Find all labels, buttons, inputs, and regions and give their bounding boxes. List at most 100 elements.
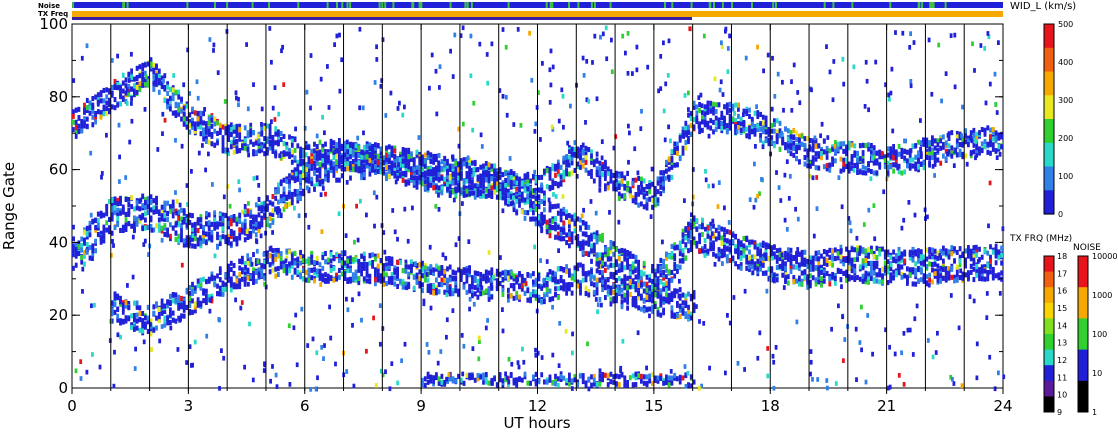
data-cell [767,276,771,282]
data-cell [218,266,222,272]
data-cell [279,154,283,160]
data-cell [468,176,471,182]
data-cell [717,252,721,258]
data-cell [213,121,217,127]
data-cell [493,189,496,195]
data-cell [235,275,239,281]
data-cell [246,234,250,240]
data-cell [809,266,812,272]
data-cell [448,163,452,169]
data-cell [160,81,164,87]
data-cell [155,301,158,307]
data-cell [207,212,211,218]
data-cell [667,157,671,163]
data-cell [160,225,164,231]
data-cell [196,278,200,284]
data-cell [570,234,574,240]
data-cell [573,221,577,227]
data-cell [271,267,275,273]
data-cell [845,144,848,150]
data-cell [809,273,812,279]
data-cell [285,268,289,274]
data-cell [213,275,217,281]
data-cell [335,153,338,159]
data-cell [670,254,674,260]
data-cell [80,119,84,125]
data-cell [257,205,261,211]
data-cell [933,151,937,157]
data-cell [964,248,967,254]
data-cell [368,153,372,159]
data-cell [260,272,264,278]
data-cell [997,132,1001,138]
data-cell [426,185,430,191]
data-cell [947,149,951,155]
data-cell [897,144,901,150]
data-cell [709,125,713,131]
data-cell [775,277,779,283]
data-cell [750,129,754,135]
noise-status-bar [72,2,1003,8]
data-cell [764,270,768,276]
data-cell [116,197,120,203]
data-cell [925,274,929,280]
data-cell [277,212,280,218]
data-cell [166,231,169,237]
data-cell [554,221,557,227]
data-cell [545,229,549,235]
data-cell [678,240,682,246]
data-cell [252,271,255,277]
data-cell [191,213,194,219]
data-cell [728,107,732,113]
data-cell [271,219,275,225]
data-cell [964,272,967,278]
data-cell [701,232,704,238]
data-cell [637,202,640,208]
data-cell [570,170,574,176]
data-cell [313,186,316,192]
data-cell [216,244,219,250]
data-cell [435,157,438,163]
data-cell [290,169,294,175]
data-cell [809,262,812,268]
data-cell [213,116,217,122]
data-cell [839,257,843,263]
data-cell [174,101,178,107]
data-cell [144,196,147,202]
data-cell [188,240,192,246]
data-cell [288,151,291,157]
data-cell [576,150,580,156]
data-cell [249,213,253,219]
data-cell [133,228,136,234]
data-cell [360,172,363,178]
data-cell [800,270,804,276]
data-cell [263,275,266,281]
data-cell [662,269,665,275]
data-cell [942,153,945,159]
data-cell [814,281,818,287]
data-cell [659,288,663,294]
data-cell [152,310,156,316]
data-cell [653,268,657,274]
data-cell [459,162,463,168]
data-cell [124,223,128,229]
data-cell [94,248,97,254]
data-cell [277,271,280,277]
data-cell [340,166,344,172]
data-cell [640,176,643,182]
data-cell [351,161,355,167]
data-cell [227,150,230,156]
data-cell [878,150,882,156]
data-cell [274,126,278,132]
data-cell [806,281,810,287]
data-cell [91,219,95,225]
data-cell [412,163,416,169]
data-cell [202,238,205,244]
data-cell [728,101,732,107]
data-cell [163,308,167,314]
data-cell [778,133,782,139]
data-cell [163,318,167,324]
data-cell [108,225,111,231]
data-cell [803,269,807,275]
data-cell [659,279,663,285]
